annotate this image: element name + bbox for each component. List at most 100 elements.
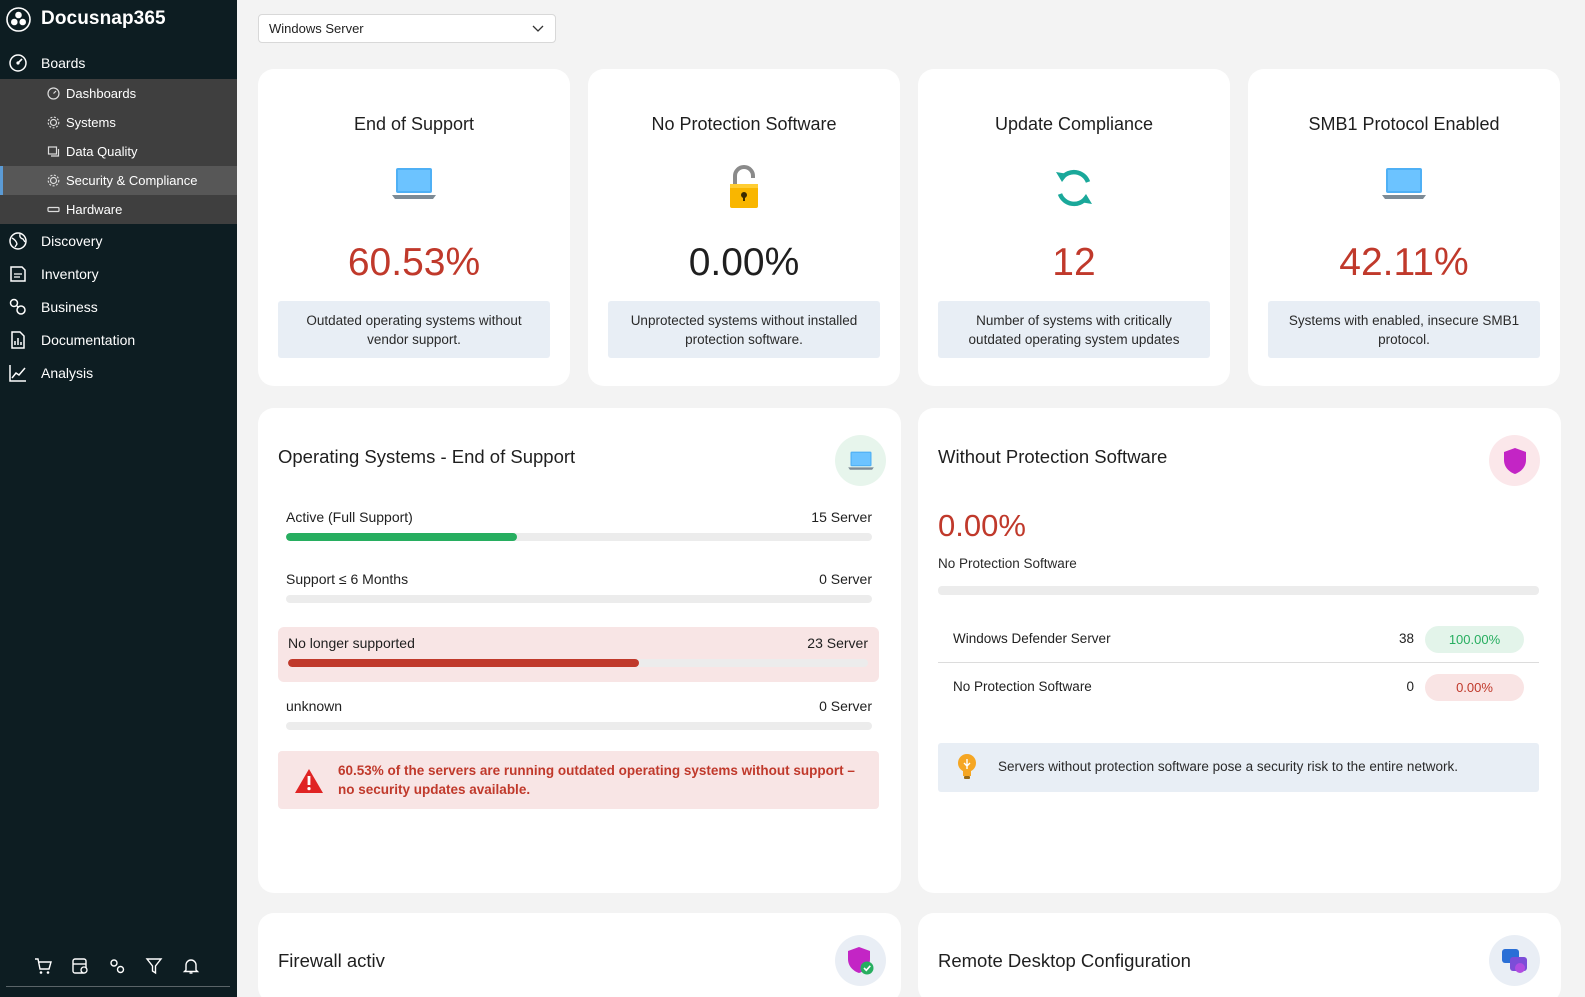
kpi-value: 0.00% <box>688 241 800 284</box>
sidebar-item-documentation[interactable]: Documentation <box>0 323 237 356</box>
os-status-label: Support ≤ 6 Months <box>286 571 409 587</box>
docusnap-logo-icon <box>6 6 31 32</box>
settings-icon[interactable] <box>108 957 126 975</box>
os-end-of-support-card: Operating Systems - End of Support Activ… <box>258 408 901 893</box>
boards-submenu: Dashboards Systems Data Quality Security… <box>0 79 237 224</box>
dashboard-icon <box>46 87 60 101</box>
firewall-card: Firewall activ <box>258 913 901 997</box>
card-title: Remote Desktop Configuration <box>938 950 1191 971</box>
os-status-label: Active (Full Support) <box>286 509 413 525</box>
os-status-count: 23 Server <box>807 635 868 651</box>
kpi-value: 42.11% <box>1339 241 1469 284</box>
kpi-description: Number of systems with critically outdat… <box>938 301 1210 358</box>
protection-row[interactable]: Windows Defender Server 38 100.00% <box>938 616 1539 663</box>
protection-row[interactable]: No Protection Software 0 0.00% <box>938 664 1539 711</box>
sidebar: Docusnap365 Boards Dashboards Systems Da… <box>0 0 237 997</box>
laptop-icon <box>1380 164 1428 209</box>
os-status-count: 0 Server <box>819 698 872 714</box>
kpi-card-end-of-support[interactable]: End of Support 60.53% Outdated operating… <box>258 69 570 386</box>
kpi-value: 60.53% <box>347 241 481 284</box>
shield-icon <box>1489 435 1540 486</box>
os-filter-value: Windows Server <box>269 21 364 36</box>
sidebar-item-label: Boards <box>41 54 86 71</box>
os-filter-select[interactable]: Windows Server <box>258 14 556 43</box>
inventory-icon <box>8 264 28 284</box>
sidebar-item-analysis[interactable]: Analysis <box>0 356 237 389</box>
warning-icon <box>294 768 324 799</box>
remote-desktop-card: Remote Desktop Configuration <box>918 913 1561 997</box>
sidebar-subitem-label: Dashboards <box>66 86 137 101</box>
alert-text: 60.53% of the servers are running outdat… <box>338 763 855 797</box>
sidebar-subitem-security-compliance[interactable]: Security & Compliance <box>0 166 237 195</box>
filter-icon[interactable] <box>145 957 163 975</box>
laptop-icon <box>835 435 886 486</box>
shield-check-icon <box>835 935 886 986</box>
laptop-icon <box>390 164 438 209</box>
sidebar-subitem-dashboards[interactable]: Dashboards <box>0 79 237 108</box>
bell-icon[interactable] <box>182 957 200 975</box>
protection-name: No Protection Software <box>953 679 1092 694</box>
protection-progress-bar <box>938 586 1539 595</box>
os-status-count: 15 Server <box>811 509 872 525</box>
brand[interactable]: Docusnap365 <box>6 6 166 32</box>
sidebar-subitem-label: Data Quality <box>66 144 138 159</box>
kpi-title: Update Compliance <box>994 114 1154 134</box>
sidebar-item-discovery[interactable]: Discovery <box>0 224 237 257</box>
sidebar-subitem-label: Hardware <box>66 202 123 217</box>
kpi-title: No Protection Software <box>651 114 837 134</box>
protection-tip: Servers without protection software pose… <box>938 743 1539 792</box>
app-name: Docusnap365 <box>41 8 166 29</box>
sidebar-toolbar <box>0 948 237 984</box>
database-settings-icon[interactable] <box>71 957 89 975</box>
line-chart-icon <box>8 363 28 383</box>
os-status-label: unknown <box>286 698 343 714</box>
hardware-icon <box>46 203 60 217</box>
progress-bar <box>288 659 868 667</box>
sidebar-subitem-systems[interactable]: Systems <box>0 108 237 137</box>
tip-text: Servers without protection software pose… <box>998 759 1458 774</box>
sidebar-item-label: Discovery <box>41 232 103 249</box>
sidebar-item-label: Documentation <box>41 331 136 348</box>
card-title: Operating Systems - End of Support <box>278 446 576 467</box>
gear-icon <box>46 174 60 188</box>
lightbulb-icon <box>956 753 978 786</box>
card-title: Firewall activ <box>278 950 385 971</box>
kpi-value: 12 <box>1052 241 1096 284</box>
sidebar-subitem-data-quality[interactable]: Data Quality <box>0 137 237 166</box>
protection-value: 0.00% <box>938 508 1026 543</box>
sidebar-item-label: Business <box>41 298 98 315</box>
remote-desktop-icon <box>1489 935 1540 986</box>
chevron-down-icon <box>531 21 545 38</box>
kpi-card-no-protection[interactable]: No Protection Software 0.00% Unprotected… <box>588 69 900 386</box>
business-icon <box>8 297 28 317</box>
refresh-icon <box>1050 164 1098 217</box>
sidebar-item-boards[interactable]: Boards <box>0 46 85 79</box>
sidebar-item-label: Inventory <box>41 265 99 282</box>
protection-subtitle: No Protection Software <box>938 556 1077 571</box>
kpi-description: Outdated operating systems without vendo… <box>278 301 550 358</box>
percent-badge: 0.00% <box>1425 674 1524 701</box>
protection-name: Windows Defender Server <box>953 631 1111 646</box>
document-chart-icon <box>8 330 28 350</box>
kpi-title: End of Support <box>353 114 475 134</box>
sidebar-item-business[interactable]: Business <box>0 290 237 323</box>
without-protection-card: Without Protection Software 0.00% No Pro… <box>918 408 1561 893</box>
unlocked-padlock-icon <box>720 164 768 217</box>
progress-bar <box>286 533 872 541</box>
kpi-card-smb1[interactable]: SMB1 Protocol Enabled 42.11% Systems wit… <box>1248 69 1560 386</box>
kpi-description: Systems with enabled, insecure SMB1 prot… <box>1268 301 1540 358</box>
percent-badge: 100.00% <box>1425 626 1524 653</box>
row-highlight <box>278 627 879 682</box>
kpi-title: SMB1 Protocol Enabled <box>1308 114 1500 134</box>
progress-fill <box>286 533 518 541</box>
sidebar-subitem-hardware[interactable]: Hardware <box>0 195 237 224</box>
protection-count: 38 <box>1398 631 1414 646</box>
sidebar-item-label: Analysis <box>41 364 94 381</box>
kpi-card-update-compliance[interactable]: Update Compliance 12 Number of systems w… <box>918 69 1230 386</box>
end-of-support-alert: 60.53% of the servers are running outdat… <box>278 751 879 809</box>
sidebar-item-inventory[interactable]: Inventory <box>0 257 237 290</box>
os-status-count: 0 Server <box>819 571 872 587</box>
sidebar-subitem-label: Security & Compliance <box>66 173 198 188</box>
gauge-icon <box>8 53 28 73</box>
cart-icon[interactable] <box>34 957 52 975</box>
